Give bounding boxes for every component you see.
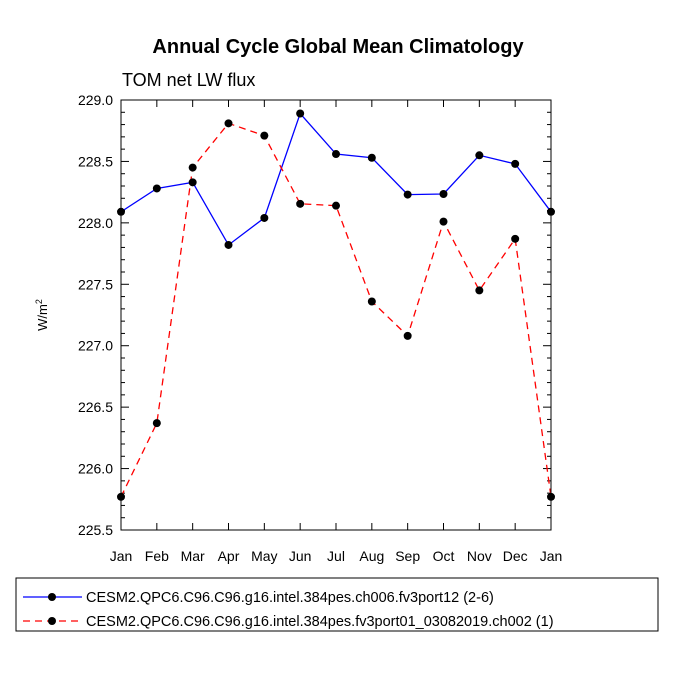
data-point-series-1 bbox=[296, 109, 305, 118]
x-tick-label: Feb bbox=[145, 548, 169, 564]
series-line-2 bbox=[120, 122, 552, 498]
x-tick-label: Jan bbox=[110, 548, 133, 564]
data-point-series-1 bbox=[260, 213, 269, 222]
x-tick-label: Mar bbox=[181, 548, 205, 564]
plot-frame bbox=[120, 99, 552, 531]
data-point-series-1 bbox=[332, 150, 340, 159]
y-tick-label: 228.5 bbox=[78, 153, 113, 169]
series-line-1 bbox=[120, 112, 552, 246]
data-point-series-2 bbox=[152, 419, 161, 428]
data-point-series-2 bbox=[367, 297, 376, 306]
legend-entries: CESM2.QPC6.C96.C96.g16.intel.384pes.ch00… bbox=[23, 590, 554, 630]
data-point-series-1 bbox=[367, 153, 376, 162]
data-point-series-2 bbox=[260, 131, 269, 140]
x-tick-label: Aug bbox=[359, 548, 384, 564]
data-point-series-2 bbox=[403, 331, 412, 340]
y-tick-labels: 229.0 228.5 228.0 227.5 227.0 226.5 226.0 225.5 bbox=[78, 92, 113, 538]
chart-title: Annual Cycle Global Mean Climatology bbox=[152, 36, 524, 58]
legend-marker-2 bbox=[48, 617, 56, 625]
data-point-series-2 bbox=[332, 201, 340, 210]
y-axis-label-base: W/m bbox=[35, 304, 50, 331]
data-point-series-1 bbox=[152, 184, 161, 193]
y-tick-label: 225.5 bbox=[78, 522, 113, 538]
x-tick-label: Jun bbox=[289, 548, 312, 564]
x-tick-label: Jul bbox=[327, 548, 345, 564]
data-point-series-2 bbox=[439, 217, 448, 226]
x-tick-label: Oct bbox=[433, 548, 455, 564]
data-point-series-1 bbox=[403, 190, 412, 199]
y-tick-label: 227.5 bbox=[78, 276, 113, 292]
data-point-series-2 bbox=[475, 286, 484, 295]
chart-subtitle: TOM net LW flux bbox=[122, 70, 255, 90]
data-point-series-2 bbox=[188, 163, 197, 172]
legend-label-1: CESM2.QPC6.C96.C96.g16.intel.384pes.ch00… bbox=[86, 590, 494, 606]
legend-label-2: CESM2.QPC6.C96.C96.g16.intel.384pes.fv3p… bbox=[86, 614, 554, 630]
legend-box bbox=[15, 577, 659, 632]
x-tick-label: Jan bbox=[540, 548, 563, 564]
x-tick-label: Apr bbox=[218, 548, 240, 564]
data-point-series-2 bbox=[224, 119, 233, 128]
y-tick-label: 227.0 bbox=[78, 338, 113, 354]
y-axis-label-superscript: 2 bbox=[34, 299, 44, 304]
x-tick-label: Sep bbox=[395, 548, 420, 564]
series-lines bbox=[120, 112, 552, 498]
x-tick-label: May bbox=[251, 548, 277, 564]
y-tick-label: 229.0 bbox=[78, 92, 113, 108]
y-tick-label: 228.0 bbox=[78, 215, 113, 231]
y-tick-label: 226.0 bbox=[78, 461, 113, 477]
axis-ticks bbox=[120, 99, 552, 531]
data-point-series-2 bbox=[511, 234, 520, 243]
y-tick-label: 226.5 bbox=[78, 399, 113, 415]
x-tick-label: Dec bbox=[503, 548, 528, 564]
data-point-series-1 bbox=[188, 178, 197, 187]
x-tick-label: Nov bbox=[467, 548, 492, 564]
data-point-series-1 bbox=[439, 189, 448, 198]
data-point-series-1 bbox=[224, 240, 233, 249]
series-points bbox=[117, 109, 555, 501]
data-point-series-1 bbox=[511, 159, 520, 168]
x-tick-labels: Jan Feb Mar Apr May Jun Jul Aug Sep Oct Nov Dec Jan bbox=[110, 548, 563, 564]
data-point-series-2 bbox=[296, 199, 305, 208]
y-axis-label: W/m2 bbox=[34, 299, 50, 331]
legend: CESM2.QPC6.C96.C96.g16.intel.384pes.ch00… bbox=[15, 577, 659, 632]
data-point-series-1 bbox=[475, 151, 484, 160]
legend-marker-1 bbox=[48, 593, 56, 601]
